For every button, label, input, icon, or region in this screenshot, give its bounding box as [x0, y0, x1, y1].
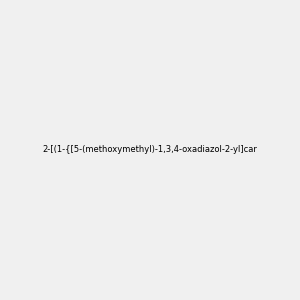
Text: 2-[(1-{[5-(methoxymethyl)-1,3,4-oxadiazol-2-yl]car: 2-[(1-{[5-(methoxymethyl)-1,3,4-oxadiazo… — [43, 146, 257, 154]
